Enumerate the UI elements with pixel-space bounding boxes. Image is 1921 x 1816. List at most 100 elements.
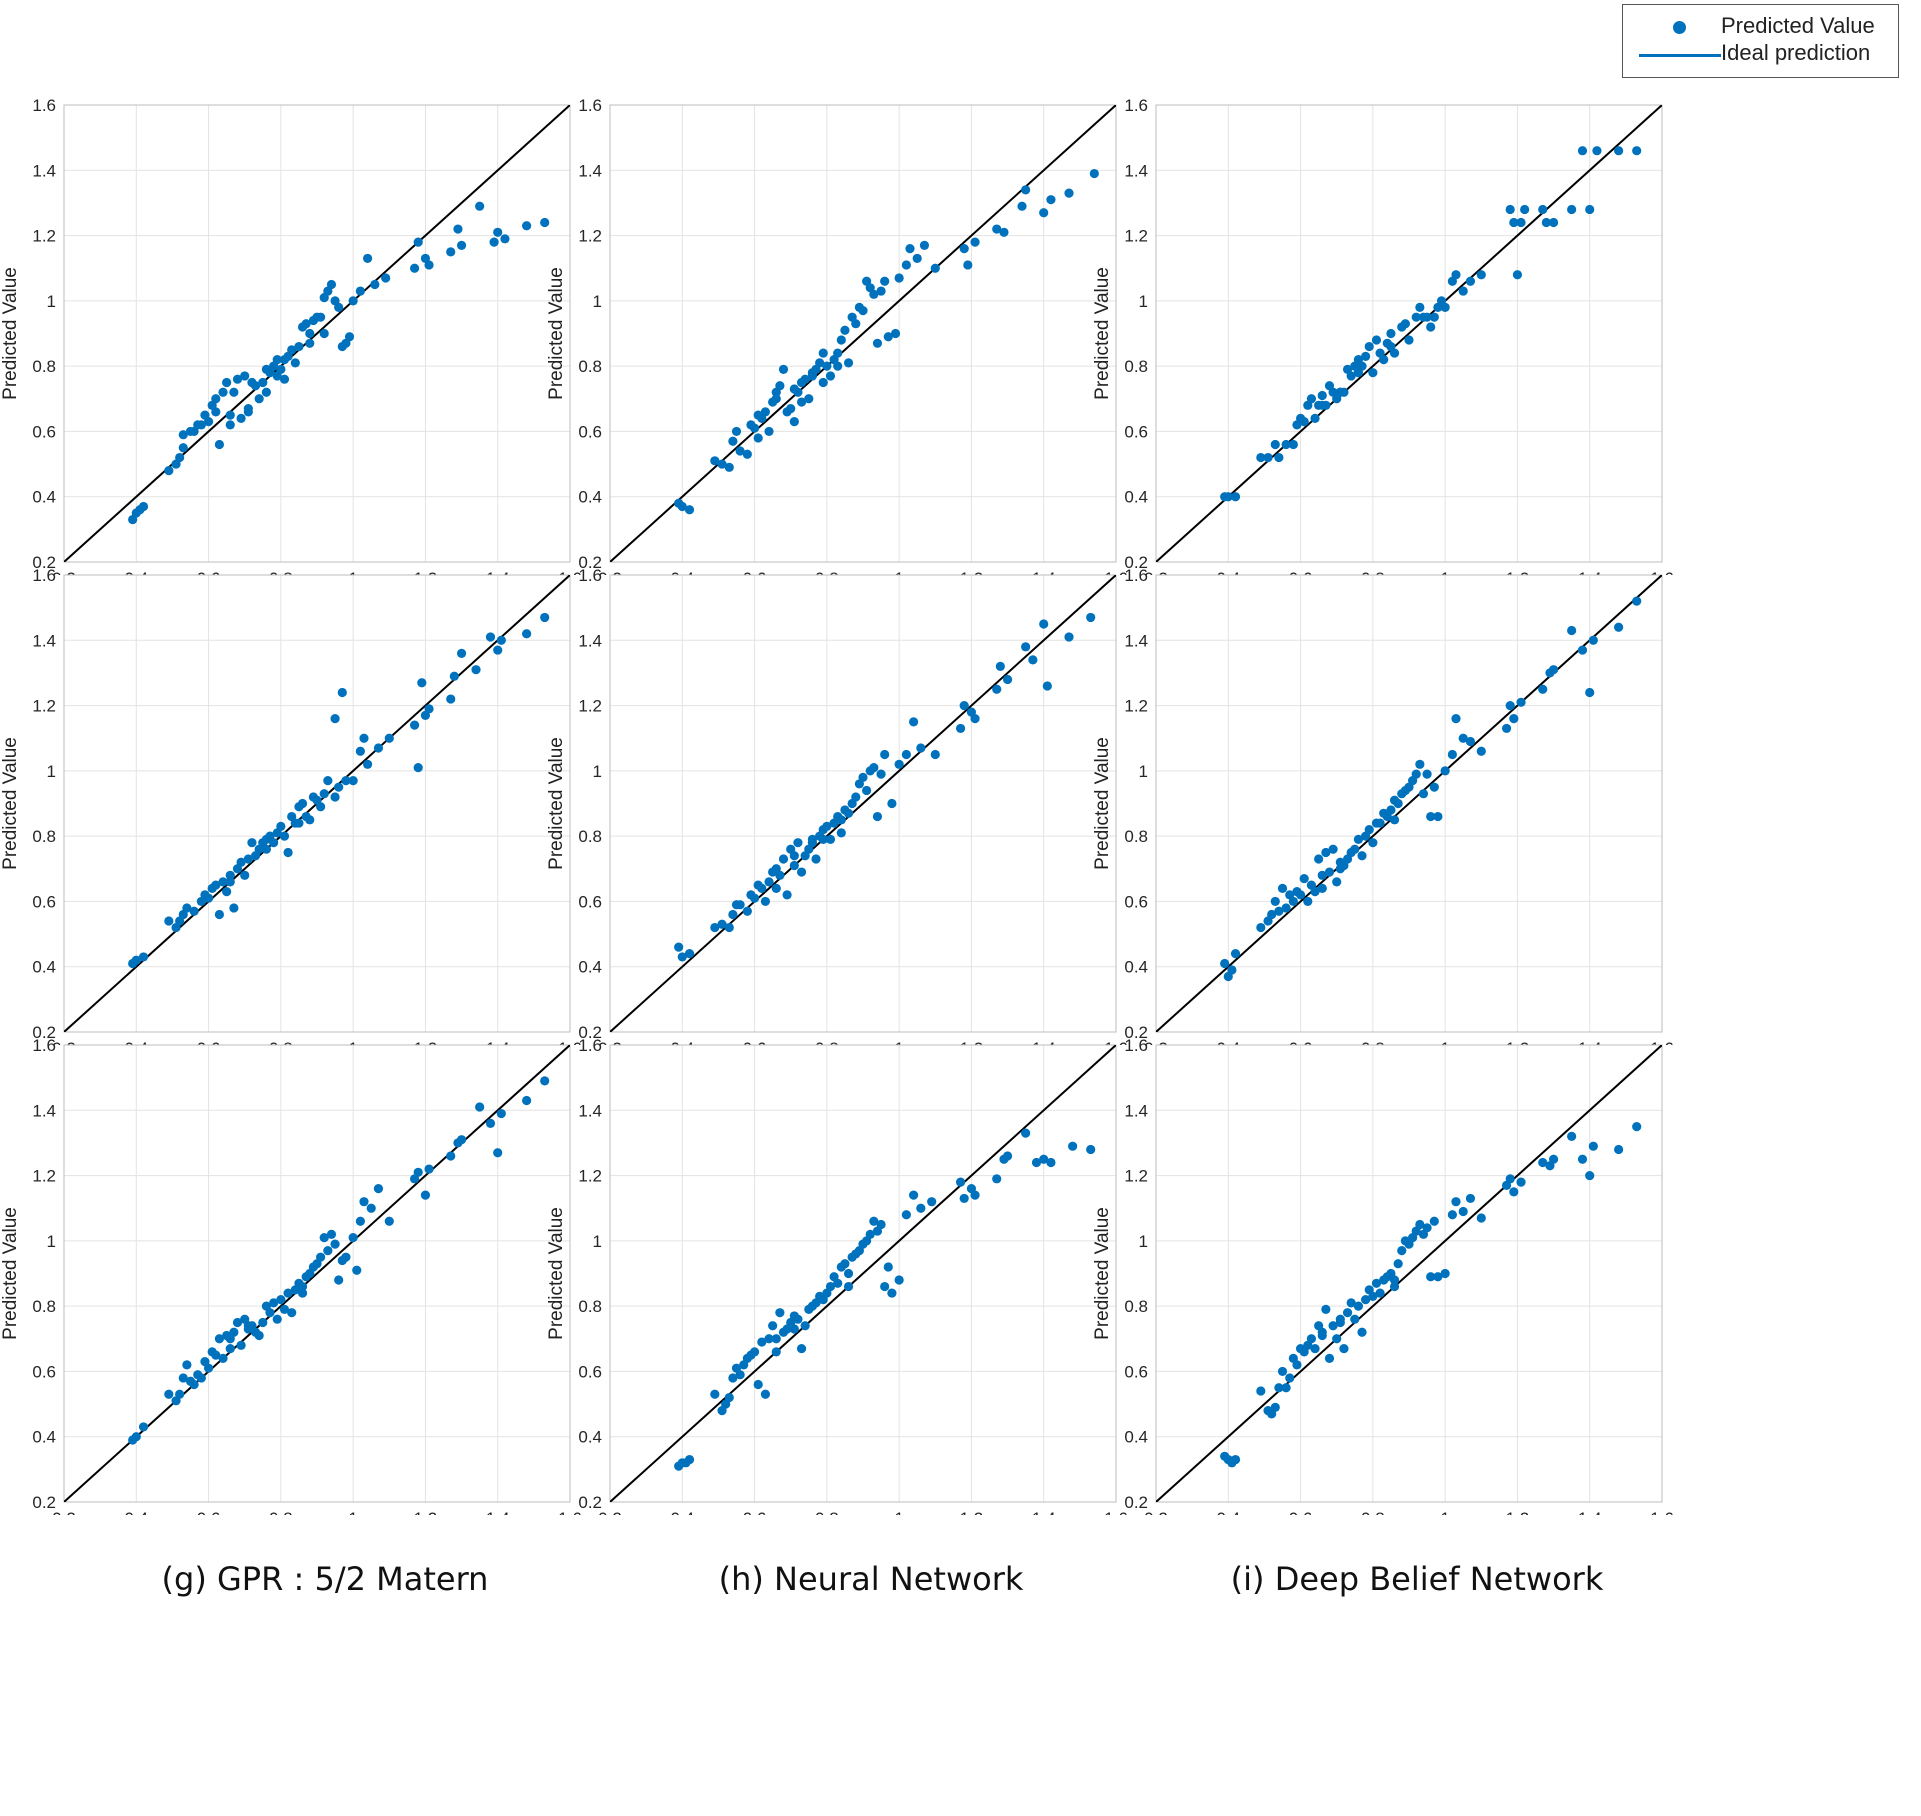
data-point	[815, 358, 825, 368]
data-point	[1310, 887, 1320, 897]
y-tick-label: 0.4	[578, 488, 602, 507]
data-point	[446, 247, 456, 257]
chart-panel-i: 0.20.40.60.811.21.41.60.20.40.60.811.21.…	[1092, 940, 1742, 1598]
legend-label-predicted: Predicted Value	[1721, 13, 1875, 38]
data-point	[1299, 873, 1309, 884]
data-point	[272, 371, 282, 381]
data-point	[456, 1135, 467, 1145]
data-point	[742, 906, 752, 916]
chart-panel-a: 0.20.40.60.811.21.41.60.20.40.60.811.21.…	[0, 0, 650, 658]
data-point	[1386, 805, 1396, 815]
data-point	[229, 387, 239, 397]
data-point	[330, 714, 340, 724]
y-axis-label: Predicted Value	[546, 267, 567, 400]
data-point	[901, 260, 911, 270]
data-point	[189, 906, 199, 916]
data-point	[485, 1118, 496, 1128]
data-point	[1614, 1144, 1624, 1155]
data-point	[1017, 201, 1027, 211]
data-point	[449, 671, 459, 681]
data-point	[196, 1373, 206, 1383]
data-point	[297, 1288, 308, 1298]
chart-panel-g: 0.20.40.60.811.21.41.60.20.40.60.811.21.…	[0, 940, 650, 1598]
x-tick-label: 0.4	[670, 1039, 694, 1045]
data-point	[409, 720, 420, 730]
y-tick-label: 1.6	[32, 566, 56, 585]
x-tick-label: 1.4	[1032, 1509, 1056, 1515]
data-point	[1433, 811, 1443, 822]
x-tick-label: 0.4	[1216, 1039, 1240, 1045]
data-point	[540, 612, 550, 623]
data-point	[417, 678, 427, 688]
data-point	[1426, 1272, 1436, 1282]
y-tick-label: 0.8	[1124, 357, 1148, 376]
data-point	[880, 1281, 890, 1292]
data-point	[1299, 417, 1309, 427]
data-point	[1324, 1353, 1335, 1363]
y-axis-label: Predicted Value	[1092, 267, 1113, 400]
data-point	[471, 665, 481, 675]
chart-svg-i: 0.20.40.60.811.21.41.60.20.40.60.811.21.…	[1092, 1036, 1674, 1515]
data-point	[764, 877, 774, 887]
data-point	[1364, 825, 1374, 835]
data-point	[843, 1268, 854, 1279]
data-point	[1418, 789, 1429, 799]
data-point	[1585, 204, 1595, 215]
x-tick-label: 0.6	[1289, 1509, 1313, 1515]
data-point	[456, 240, 467, 250]
legend-label-ideal: Ideal prediction	[1721, 40, 1871, 65]
y-tick-label: 1.2	[32, 227, 56, 246]
x-tick-label: 1	[894, 1509, 903, 1515]
data-point	[796, 1343, 807, 1354]
chart-svg-g: 0.20.40.60.811.21.41.60.20.40.60.811.21.…	[0, 1036, 582, 1515]
data-point	[1256, 922, 1266, 933]
data-point	[1270, 439, 1280, 450]
data-point	[1317, 390, 1327, 401]
x-tick-label: 0.4	[1216, 1509, 1240, 1515]
data-point	[728, 909, 738, 920]
data-point	[279, 831, 290, 841]
data-point	[540, 1076, 550, 1086]
data-point	[1429, 782, 1439, 792]
x-tick-label: 0.8	[269, 569, 293, 575]
data-point	[265, 1308, 275, 1318]
plot-frame	[1155, 574, 1663, 1033]
x-tick-label: 0.6	[1289, 1039, 1313, 1045]
data-point	[131, 1432, 141, 1442]
y-tick-label: 1.6	[1124, 1036, 1148, 1055]
y-tick-label: 0.6	[32, 892, 56, 911]
data-point	[1476, 270, 1486, 280]
x-tick-label: 1.6	[558, 1509, 582, 1515]
data-point	[930, 263, 940, 273]
y-tick-label: 0.8	[578, 357, 602, 376]
x-tick-label: 1.2	[960, 569, 984, 575]
data-point	[1335, 857, 1345, 867]
data-point	[890, 328, 901, 339]
data-point	[710, 456, 720, 466]
data-point	[1310, 1343, 1320, 1354]
y-tick-label: 1.4	[32, 631, 56, 650]
data-point	[305, 328, 315, 339]
y-axis-label: Predicted Value	[1092, 737, 1113, 870]
x-tick-label: 0.2	[52, 569, 76, 575]
data-point	[677, 501, 687, 512]
x-tick-label: 0.2	[598, 1039, 622, 1045]
ideal-prediction-line	[64, 105, 570, 562]
data-point	[1089, 168, 1099, 179]
x-tick-label: 0.4	[670, 1509, 694, 1515]
data-point	[424, 704, 434, 714]
data-point	[384, 1216, 394, 1226]
data-point	[475, 1102, 485, 1112]
data-point	[822, 361, 832, 371]
data-point	[334, 302, 344, 312]
chart-panel-c: 0.20.40.60.811.21.41.60.20.40.60.811.21.…	[1092, 0, 1742, 658]
data-point	[807, 371, 817, 381]
data-point	[735, 1370, 745, 1380]
y-tick-label: 0.6	[1124, 422, 1148, 441]
data-point	[1335, 387, 1345, 397]
x-tick-label: 1.2	[1506, 1509, 1530, 1515]
data-point	[370, 279, 380, 290]
data-point	[836, 335, 846, 345]
data-point	[684, 1454, 695, 1465]
data-point	[1426, 811, 1436, 822]
